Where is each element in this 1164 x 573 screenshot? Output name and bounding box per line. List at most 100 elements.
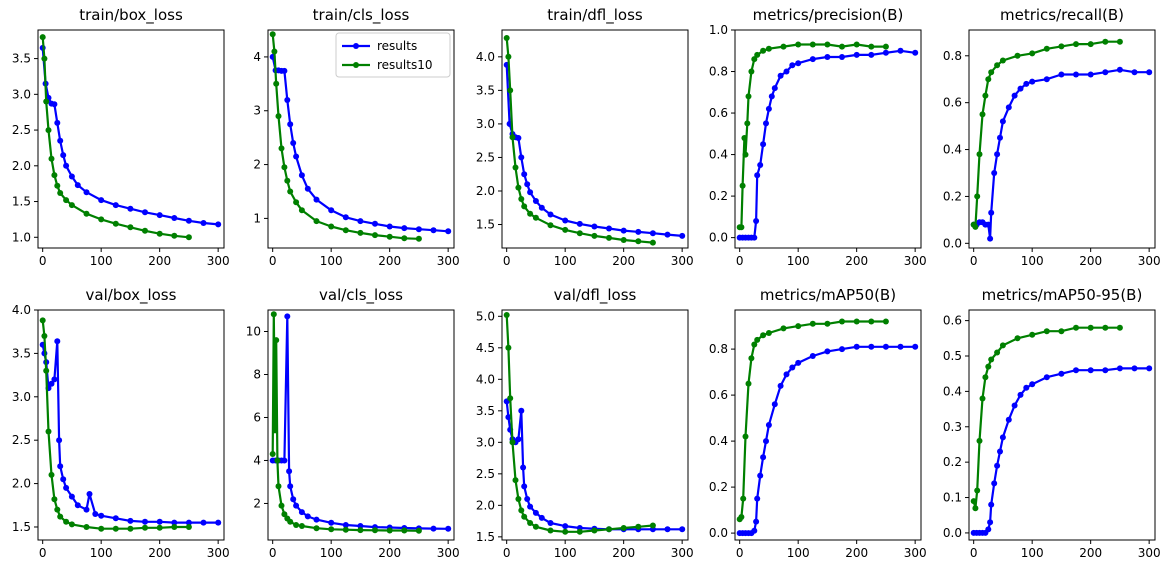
y-tick-label: 2.5 xyxy=(12,123,31,137)
series-results xyxy=(970,66,1153,242)
data-point xyxy=(591,223,598,230)
data-point xyxy=(635,228,642,235)
data-point xyxy=(43,98,50,105)
data-point xyxy=(1116,324,1123,331)
data-point xyxy=(156,518,163,525)
data-point xyxy=(988,501,995,508)
x-tick-label: 300 xyxy=(207,254,230,268)
x-tick-label: 0 xyxy=(736,254,744,268)
data-point xyxy=(401,225,408,232)
data-point xyxy=(982,92,989,99)
plot-title: val/cls_loss xyxy=(319,286,403,305)
data-point xyxy=(839,346,845,353)
y-tick-label: 4.0 xyxy=(12,303,31,317)
x-tick-label: 0 xyxy=(269,546,277,560)
data-point xyxy=(1116,66,1123,73)
data-point xyxy=(171,524,178,530)
data-point xyxy=(853,318,860,325)
data-point xyxy=(994,462,1001,469)
data-point xyxy=(912,49,919,56)
data-point xyxy=(606,234,612,241)
data-point xyxy=(1073,367,1079,374)
data-point xyxy=(386,527,393,534)
x-tick-label: 200 xyxy=(1079,254,1102,268)
data-point xyxy=(98,525,105,532)
data-point xyxy=(515,184,522,191)
data-point xyxy=(987,519,994,526)
data-point xyxy=(763,120,769,127)
data-point xyxy=(51,376,58,383)
plot-frame xyxy=(37,309,225,541)
data-point xyxy=(74,502,81,509)
data-point xyxy=(372,232,378,239)
x-tick-label: 100 xyxy=(787,254,810,268)
data-point xyxy=(200,220,207,226)
data-point xyxy=(304,513,311,520)
data-point xyxy=(51,496,58,503)
x-tick-label: 300 xyxy=(437,254,460,268)
data-point xyxy=(763,438,769,445)
data-point xyxy=(215,519,222,526)
data-point xyxy=(515,436,522,443)
data-point xyxy=(839,54,845,60)
data-point xyxy=(171,232,178,239)
data-point xyxy=(757,162,764,168)
data-point xyxy=(1087,71,1094,78)
data-point xyxy=(742,433,749,440)
data-point xyxy=(287,518,294,525)
data-point xyxy=(853,41,860,48)
series-line xyxy=(738,320,886,520)
data-point xyxy=(1131,69,1138,76)
x-tick-label: 0 xyxy=(39,254,47,268)
data-point xyxy=(897,47,904,54)
x-tick-label: 0 xyxy=(736,546,744,560)
data-point xyxy=(1116,365,1123,372)
y-tick-label: 2.5 xyxy=(476,467,495,481)
data-point xyxy=(751,341,758,348)
data-point xyxy=(547,222,554,229)
data-point xyxy=(98,512,105,519)
data-point xyxy=(171,519,178,526)
data-point xyxy=(982,374,989,381)
data-point xyxy=(897,343,904,350)
data-point xyxy=(1043,76,1050,83)
x-tick-label: 0 xyxy=(503,546,511,560)
y-tick-label: 3.0 xyxy=(476,435,495,449)
data-point xyxy=(445,525,452,532)
x-tick-label: 100 xyxy=(787,546,810,560)
data-point xyxy=(1116,38,1123,45)
data-point xyxy=(527,503,534,510)
data-point xyxy=(415,226,422,233)
data-point xyxy=(1073,71,1079,78)
data-point xyxy=(127,517,134,524)
data-point xyxy=(795,41,802,48)
y-tick-label: 2.0 xyxy=(476,498,495,512)
legend-label: results xyxy=(377,39,417,53)
y-tick-label: 0.8 xyxy=(943,49,962,63)
y-tick-label: 3.5 xyxy=(12,52,31,66)
data-point xyxy=(83,524,90,530)
data-point xyxy=(92,511,99,517)
y-tick-label: 0.8 xyxy=(709,342,728,356)
data-point xyxy=(765,105,772,112)
x-tick-label: 300 xyxy=(904,546,927,560)
data-point xyxy=(997,448,1003,455)
data-point xyxy=(415,235,422,242)
data-point xyxy=(591,232,598,239)
data-point xyxy=(664,526,671,533)
data-point xyxy=(753,218,760,224)
data-point xyxy=(83,210,90,217)
y-tick-label: 6 xyxy=(253,410,261,424)
data-point xyxy=(741,135,748,141)
x-tick-label: 300 xyxy=(1138,546,1161,560)
data-point xyxy=(54,338,61,345)
data-point xyxy=(1058,43,1065,50)
data-point xyxy=(997,134,1003,141)
y-tick-label: 2 xyxy=(253,496,261,510)
plot-frame xyxy=(267,309,455,541)
data-point xyxy=(882,49,889,56)
data-point xyxy=(45,127,52,134)
data-point xyxy=(882,318,889,325)
y-tick-label: 1.0 xyxy=(709,23,728,37)
data-point xyxy=(298,509,305,516)
